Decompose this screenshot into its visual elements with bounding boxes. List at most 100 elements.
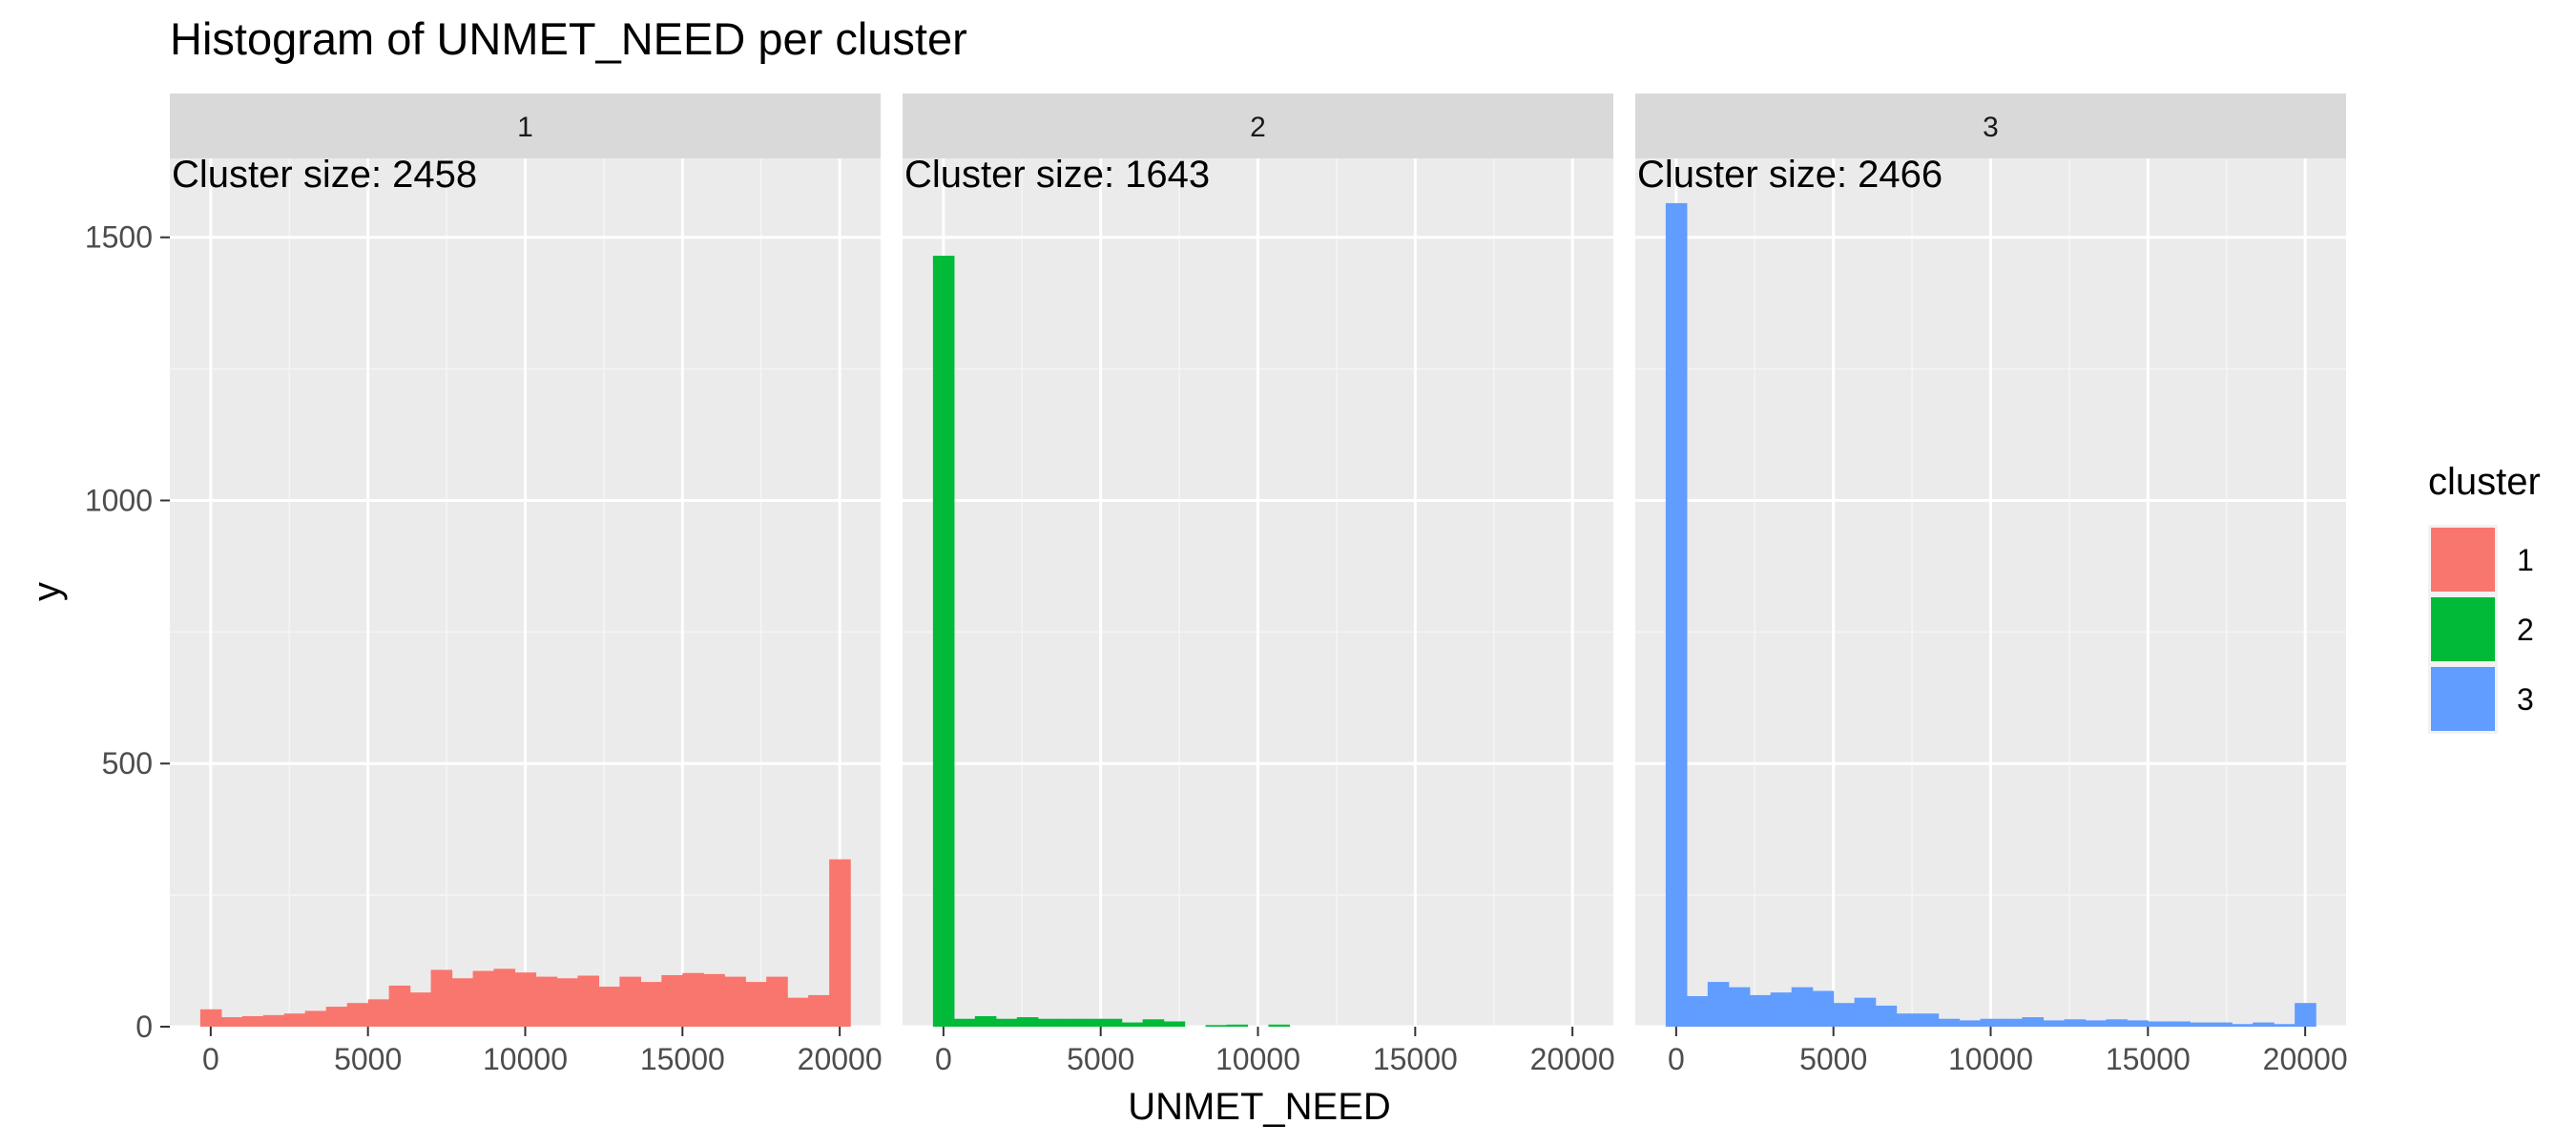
x-tick-label: 5000 bbox=[1067, 1042, 1134, 1076]
legend: cluster 1 2 3 bbox=[2428, 461, 2541, 734]
histogram-bar bbox=[1812, 990, 1835, 1027]
histogram-bar bbox=[703, 973, 725, 1027]
histogram-bar bbox=[953, 1018, 976, 1027]
histogram-bar bbox=[974, 1015, 997, 1027]
histogram-bar bbox=[1079, 1018, 1102, 1027]
facet-strip-3 bbox=[1635, 94, 2346, 158]
histogram-bar bbox=[493, 968, 516, 1027]
histogram-bar bbox=[2127, 1020, 2149, 1027]
histogram-bar bbox=[2001, 1018, 2024, 1027]
facet-panel-2: 2 Cluster size: 1643 0 5000 10000 15000 20000 bbox=[903, 94, 1615, 1076]
histogram-bar bbox=[2064, 1019, 2087, 1027]
legend-swatch bbox=[2431, 667, 2495, 731]
histogram-bar bbox=[2043, 1020, 2066, 1027]
histogram-bar bbox=[2274, 1024, 2296, 1027]
x-tick-label: 20000 bbox=[798, 1042, 883, 1076]
histogram-bar bbox=[409, 992, 432, 1027]
histogram-bar bbox=[346, 1003, 369, 1027]
histogram-bar bbox=[598, 987, 621, 1027]
histogram-bar bbox=[745, 982, 767, 1027]
histogram-bar bbox=[262, 1014, 285, 1027]
x-tick-label: 10000 bbox=[483, 1042, 568, 1076]
legend-label: 1 bbox=[2517, 543, 2534, 577]
histogram-bar bbox=[2232, 1024, 2254, 1027]
histogram-bar bbox=[1665, 202, 1688, 1027]
histogram-bar bbox=[619, 976, 641, 1027]
histogram-bar bbox=[2169, 1021, 2191, 1027]
histogram-bar bbox=[724, 976, 746, 1027]
histogram-bar bbox=[1016, 1017, 1039, 1027]
histogram-bar bbox=[829, 859, 851, 1027]
histogram-bar bbox=[1770, 992, 1793, 1027]
x-tick-label: 0 bbox=[935, 1042, 952, 1076]
histogram-bar bbox=[2022, 1017, 2045, 1027]
facet-strip-label: 1 bbox=[517, 112, 533, 143]
histogram-bar bbox=[199, 1009, 222, 1027]
histogram-bar bbox=[1707, 982, 1730, 1027]
histogram-bar bbox=[1058, 1018, 1081, 1027]
chart-title: Histogram of UNMET_NEED per cluster bbox=[170, 13, 967, 64]
facet-panel-3: 3 Cluster size: 2466 0 5000 10000 15000 20000 bbox=[1635, 94, 2348, 1076]
histogram-bar bbox=[577, 975, 600, 1027]
histogram-bar bbox=[2085, 1020, 2107, 1027]
histogram-bar bbox=[535, 976, 558, 1027]
y-axis: 0 500 1000 1500 bbox=[85, 220, 170, 1044]
histogram-bar bbox=[1728, 987, 1751, 1027]
histogram-bar bbox=[1037, 1018, 1060, 1027]
histogram-bar bbox=[1142, 1019, 1165, 1027]
histogram-bar bbox=[388, 985, 411, 1027]
histogram-bar bbox=[787, 997, 809, 1027]
histogram-bar bbox=[304, 1010, 327, 1027]
histogram-bar bbox=[1959, 1020, 1982, 1027]
facet-strip-2 bbox=[903, 94, 1613, 158]
histogram-bar bbox=[556, 978, 579, 1027]
y-tick-label: 500 bbox=[102, 746, 153, 781]
histogram-bar bbox=[325, 1007, 348, 1027]
x-tick-label: 5000 bbox=[334, 1042, 402, 1076]
facet-panels: 1 Cluster size: 2458 0 5000 10000 15000 20000 2… bbox=[170, 94, 2348, 1076]
legend-label: 2 bbox=[2517, 613, 2534, 647]
histogram-bar bbox=[241, 1015, 264, 1027]
x-tick-label: 15000 bbox=[2106, 1042, 2191, 1076]
histogram-bar bbox=[1205, 1025, 1228, 1027]
legend-item-2: 2 bbox=[2428, 594, 2534, 664]
histogram-bar bbox=[1980, 1018, 2003, 1027]
x-tick-label: 20000 bbox=[2263, 1042, 2348, 1076]
cluster-size-annotation: Cluster size: 2458 bbox=[172, 154, 477, 196]
histogram-bar bbox=[1854, 997, 1877, 1027]
histogram-bar bbox=[1917, 1013, 1940, 1027]
legend-swatch bbox=[2431, 597, 2495, 661]
histogram-bar bbox=[1121, 1022, 1144, 1027]
histogram-bar bbox=[514, 972, 537, 1027]
histogram-bar bbox=[1938, 1018, 1961, 1027]
x-tick-label: 15000 bbox=[640, 1042, 725, 1076]
y-axis-label: y bbox=[26, 582, 68, 601]
histogram-bar bbox=[1875, 1005, 1898, 1027]
histogram-bar bbox=[661, 974, 683, 1027]
x-tick-label: 15000 bbox=[1373, 1042, 1458, 1076]
histogram-bar bbox=[766, 976, 788, 1027]
histogram-bar bbox=[1268, 1024, 1291, 1027]
histogram-bar bbox=[283, 1013, 306, 1027]
histogram-bar bbox=[2253, 1022, 2275, 1027]
histogram-bar bbox=[995, 1018, 1018, 1027]
legend-item-3: 3 bbox=[2428, 664, 2534, 734]
histogram-bar bbox=[682, 972, 704, 1027]
histogram-bar bbox=[1833, 1003, 1856, 1027]
legend-item-1: 1 bbox=[2428, 525, 2534, 594]
histogram-bar bbox=[808, 994, 830, 1027]
y-tick-label: 1500 bbox=[85, 220, 153, 255]
histogram-bar bbox=[932, 256, 955, 1028]
facet-strip-1 bbox=[170, 94, 881, 158]
cluster-size-annotation: Cluster size: 2466 bbox=[1637, 154, 1942, 196]
facet-strip-label: 3 bbox=[1983, 112, 1999, 143]
y-tick-label: 0 bbox=[135, 1010, 153, 1044]
facet-panel-1: 1 Cluster size: 2458 0 5000 10000 15000 20000 bbox=[170, 94, 883, 1076]
x-axis-label: UNMET_NEED bbox=[1128, 1086, 1391, 1128]
histogram-bar bbox=[1791, 987, 1814, 1027]
y-tick-label: 1000 bbox=[85, 483, 153, 517]
histogram-bar bbox=[430, 969, 453, 1027]
histogram-bar bbox=[1226, 1024, 1249, 1027]
legend-swatch bbox=[2431, 528, 2495, 592]
